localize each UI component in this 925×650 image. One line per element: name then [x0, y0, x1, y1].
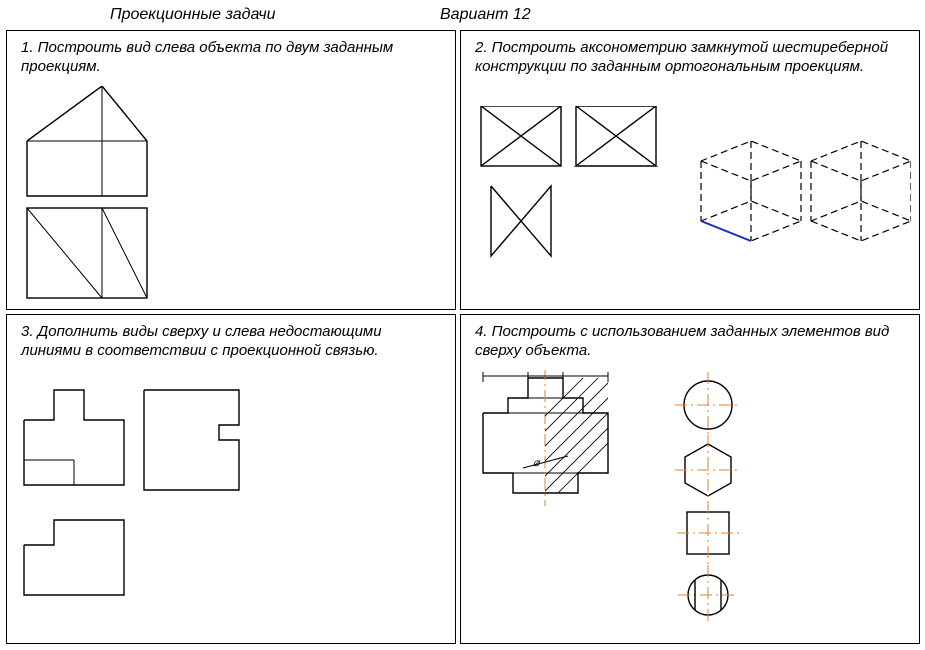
cell-2: 2. Построить аксонометрию замкнутой шест… [460, 30, 920, 310]
cell-4: 4. Построить с использованием заданных э… [460, 314, 920, 644]
worksheet: Проекционные задачи Вариант 12 1. Постро… [0, 0, 925, 650]
cell-3-figure [19, 385, 279, 635]
task-2-text: 2. Построить аксонометрию замкнутой шест… [475, 39, 905, 77]
cell-4-figure: ⌀ [473, 370, 913, 640]
header: Проекционные задачи Вариант 12 [0, 6, 925, 28]
cell-3: 3. Дополнить виды сверху и слева недоста… [6, 314, 456, 644]
task-4-text: 4. Построить с использованием заданных э… [475, 323, 905, 361]
cell-2-figure [471, 106, 911, 306]
page-title: Проекционные задачи [110, 6, 276, 24]
task-1-text: 1. Построить вид слева объекта по двум з… [21, 39, 441, 77]
cell-1-figure [17, 86, 197, 306]
diameter-symbol: ⌀ [533, 457, 541, 469]
task-3-text: 3. Дополнить виды сверху и слева недоста… [21, 323, 441, 361]
cell-1: 1. Построить вид слева объекта по двум з… [6, 30, 456, 310]
variant-label: Вариант 12 [440, 6, 531, 24]
